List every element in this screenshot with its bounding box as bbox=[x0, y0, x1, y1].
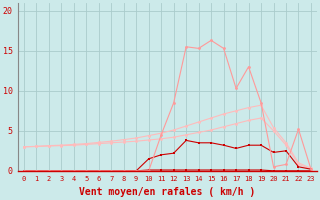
X-axis label: Vent moyen/en rafales ( km/h ): Vent moyen/en rafales ( km/h ) bbox=[79, 187, 256, 197]
